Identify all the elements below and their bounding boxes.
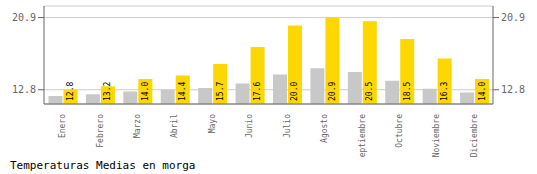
svg-text:14.0: 14.0	[478, 82, 487, 101]
svg-text:Marzo: Marzo	[133, 114, 142, 138]
svg-text:20.9: 20.9	[12, 12, 36, 23]
svg-text:12.8: 12.8	[66, 82, 75, 101]
svg-text:Abril: Abril	[170, 114, 179, 138]
svg-text:Enero: Enero	[58, 114, 67, 138]
svg-text:14.4: 14.4	[178, 82, 187, 101]
svg-text:20.9: 20.9	[501, 12, 525, 23]
svg-text:20.9: 20.9	[328, 82, 337, 101]
svg-text:16.3: 16.3	[440, 82, 449, 101]
svg-text:Diciembre: Diciembre	[470, 114, 479, 158]
html-text:Temperaturas Medias en morga: Temperaturas Medias en morga	[10, 159, 196, 172]
svg-text:20.5: 20.5	[365, 82, 374, 101]
svg-text:12.8: 12.8	[12, 84, 36, 95]
svg-text:13.2: 13.2	[103, 82, 112, 101]
svg-text:20.0: 20.0	[290, 82, 299, 101]
svg-text:Octubre: Octubre	[395, 114, 404, 148]
svg-text:Junio: Junio	[245, 114, 254, 138]
svg-text:Noviembre: Noviembre	[432, 114, 441, 158]
svg-text:Mayo: Mayo	[208, 114, 217, 133]
svg-text:17.6: 17.6	[253, 82, 262, 101]
svg-text:Agosto: Agosto	[320, 114, 329, 143]
svg-text:Julio: Julio	[283, 114, 292, 138]
svg-text:14.0: 14.0	[141, 82, 150, 101]
svg-text:Febrero: Febrero	[96, 114, 105, 148]
svg-text:15.7: 15.7	[216, 82, 225, 101]
svg-text:Septiembre: Septiembre	[358, 114, 367, 158]
svg-text:12.8: 12.8	[501, 84, 525, 95]
svg-text:18.5: 18.5	[403, 82, 412, 101]
